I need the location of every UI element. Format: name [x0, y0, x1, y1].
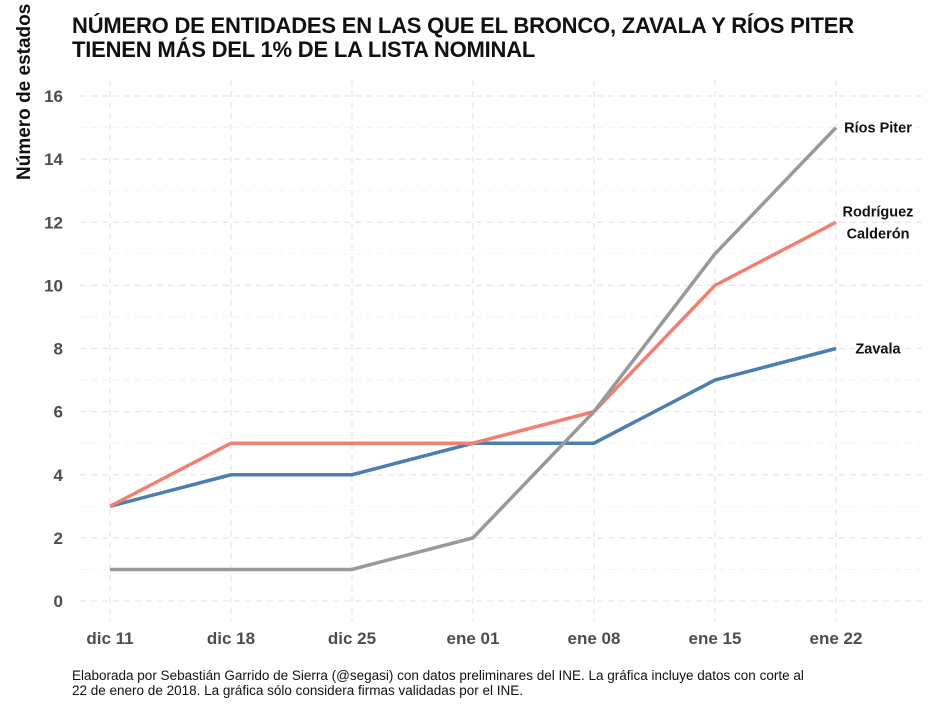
y-tick-label: 2 [54, 529, 63, 548]
y-axis-ticks: 0 2 4 6 8 10 12 14 16 [44, 87, 63, 611]
y-tick-label: 8 [54, 340, 63, 359]
grid-lines [80, 80, 925, 622]
series-end-label: Zavala [855, 342, 901, 358]
y-tick-label: 14 [44, 150, 63, 169]
y-tick-label: 0 [54, 592, 63, 611]
y-tick-label: 16 [44, 87, 63, 106]
series-line-r-os-piter [110, 126, 838, 572]
caption-line-1: Elaborada por Sebastián Garrido de Sierr… [72, 668, 804, 683]
chart-caption: Elaborada por Sebastián Garrido de Sierr… [72, 668, 872, 698]
y-tick-label: 10 [44, 276, 63, 295]
series-lines [109, 126, 838, 572]
chart-title-line-1: NÚMERO DE ENTIDADES EN LAS QUE EL BRONCO… [72, 13, 854, 38]
series-end-label: Ríos Piter [844, 121, 912, 137]
series-labels: Ríos Piter Rodríguez Calderón Zavala [843, 121, 914, 358]
chart-title-line-2: TIENEN MÁS DEL 1% DE LA LISTA NOMINAL [72, 37, 536, 62]
x-tick-label: dic 18 [207, 629, 255, 648]
x-tick-label: ene 15 [689, 629, 742, 648]
series-end-label: Calderón [847, 226, 910, 242]
series-line-zavala [109, 346, 837, 509]
series-end-label: Rodríguez [843, 204, 914, 220]
chart-title: NÚMERO DE ENTIDADES EN LAS QUE EL BRONCO… [72, 14, 854, 62]
series-line-rodr-guez-calder-n [109, 220, 837, 508]
x-tick-label: ene 01 [447, 629, 500, 648]
x-tick-label: dic 11 [86, 629, 133, 648]
x-axis-ticks: dic 11 dic 18 dic 25 ene 01 ene 08 ene 15 ene … [86, 629, 862, 648]
y-tick-label: 12 [44, 213, 63, 232]
x-tick-label: dic 25 [328, 629, 376, 648]
caption-line-2: 22 de enero de 2018. La gráfica sólo con… [72, 683, 524, 698]
y-tick-label: 4 [54, 466, 64, 485]
y-tick-label: 6 [54, 403, 63, 422]
x-tick-label: ene 08 [568, 629, 621, 648]
x-tick-label: ene 22 [810, 629, 863, 648]
